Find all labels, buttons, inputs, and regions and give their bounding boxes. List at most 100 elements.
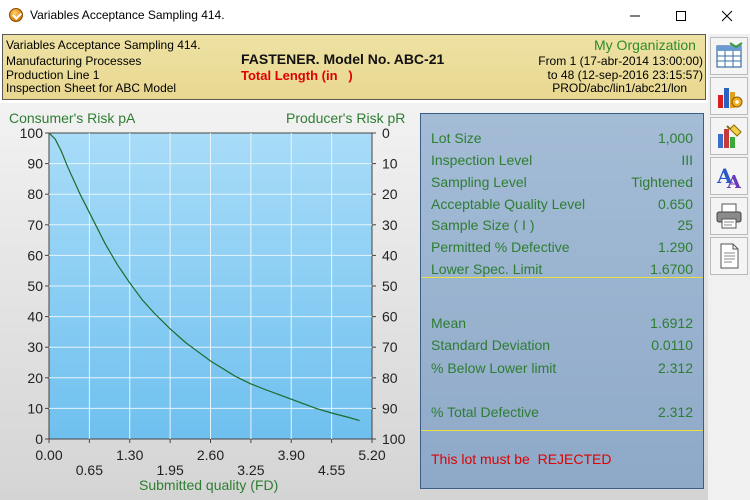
data-path: PROD/abc/lin1/abc21/lon xyxy=(552,81,687,95)
y-right-tick-label: 60 xyxy=(382,309,398,325)
bar-chart-settings-icon xyxy=(718,88,743,108)
y-left-axis-title: Consumer's Risk pA xyxy=(9,110,136,126)
y-right-tick-label: 10 xyxy=(382,156,398,172)
date-from: From 1 (17-abr-2014 13:00:00) xyxy=(538,54,703,68)
x-tick-label: 3.90 xyxy=(278,447,305,463)
minimize-button[interactable] xyxy=(612,0,658,31)
panel-value: 1.290 xyxy=(657,239,693,255)
window-title: Variables Acceptance Sampling 414. xyxy=(30,8,225,22)
svg-text:A: A xyxy=(716,164,733,188)
panel-label: Lower Spec. Limit xyxy=(431,261,543,277)
title-bar: Variables Acceptance Sampling 414. xyxy=(0,0,750,31)
header-sheet: Inspection Sheet for ABC Model xyxy=(6,81,177,95)
panel-value: 25 xyxy=(677,217,693,233)
organization-name: My Organization xyxy=(594,37,696,53)
svg-text:A: A xyxy=(726,172,742,191)
close-button[interactable] xyxy=(704,0,750,31)
y-left-tick-label: 50 xyxy=(27,278,43,294)
header-title: Variables Acceptance Sampling 414. xyxy=(6,38,201,52)
x-tick-label: 0.00 xyxy=(35,447,62,463)
panel-value: 2.312 xyxy=(657,360,693,376)
chart-palette-icon xyxy=(718,124,742,148)
y-right-tick-label: 90 xyxy=(382,400,398,416)
panel-value: 1,000 xyxy=(657,130,693,146)
measure-name: Total Length (in ) xyxy=(241,68,353,83)
close-icon xyxy=(721,10,733,21)
header-process: Manufacturing Processes xyxy=(6,54,142,68)
panel-label: % Total Defective xyxy=(431,404,539,420)
y-left-tick-label: 0 xyxy=(35,431,43,447)
maximize-icon xyxy=(676,10,686,21)
y-left-tick-label: 20 xyxy=(27,370,43,386)
x-axis-title: Submitted quality (FD) xyxy=(139,477,279,493)
panel-value: 0.0110 xyxy=(651,337,693,353)
y-left-tick-label: 80 xyxy=(27,186,43,202)
font-button[interactable]: A A xyxy=(710,157,748,195)
y-right-tick-label: 40 xyxy=(382,247,398,263)
panel-value: III xyxy=(681,152,693,168)
panel-value: 1.6700 xyxy=(650,261,693,277)
panel-label: Permitted % Defective xyxy=(431,239,570,255)
y-right-axis-title: Producer's Risk pR xyxy=(286,110,406,126)
panel-label: Sampling Level xyxy=(431,174,527,190)
report-header: Variables Acceptance Sampling 414. Manuf… xyxy=(2,34,706,100)
spreadsheet-icon xyxy=(716,42,743,68)
lot-decision-status: This lot must be REJECTED xyxy=(431,451,612,467)
x-tick-label: 0.65 xyxy=(76,462,103,478)
minimize-icon xyxy=(630,15,640,16)
panel-label: Inspection Level xyxy=(431,152,533,168)
panel-value: Tightened xyxy=(631,174,693,190)
y-left-tick-label: 100 xyxy=(20,125,44,141)
x-tick-label: 1.95 xyxy=(157,462,184,478)
panel-label: Standard Deviation xyxy=(431,337,551,353)
report-button[interactable] xyxy=(710,237,748,275)
y-left-tick-label: 90 xyxy=(27,156,43,172)
y-right-tick-label: 100 xyxy=(382,431,406,447)
y-right-tick-label: 20 xyxy=(382,186,398,202)
panel-label: % Below Lower limit xyxy=(431,360,557,376)
panel-value: 1.6912 xyxy=(650,315,693,331)
y-left-tick-label: 40 xyxy=(27,309,43,325)
product-name: FASTENER. Model No. ABC-21 xyxy=(241,51,445,67)
panel-value: 2.312 xyxy=(657,404,693,420)
panel-label: Mean xyxy=(431,315,467,331)
grid-lines xyxy=(49,133,372,439)
app-icon[interactable] xyxy=(9,8,23,22)
x-ticks: 0.00 1.30 2.60 3.90 5.20 0.65 1.95 3.25 4.55 xyxy=(35,439,386,478)
results-panel: Lot Size 1,000 Inspection Level III Sampling… xyxy=(420,113,704,489)
panel-divider-bottom xyxy=(421,430,703,431)
x-tick-label: 3.25 xyxy=(237,462,264,478)
y-right-tick-label: 0 xyxy=(382,125,390,141)
panel-divider-top xyxy=(421,277,703,278)
maximize-button[interactable] xyxy=(658,0,704,31)
panel-value: 0.650 xyxy=(657,196,693,212)
y-right-tick-label: 70 xyxy=(382,339,398,355)
oc-curve-line xyxy=(48,132,360,422)
panel-label: Lot Size xyxy=(431,130,482,146)
y-right-tick-label: 80 xyxy=(382,370,398,386)
y-left-tick-label: 10 xyxy=(27,400,43,416)
document-icon xyxy=(720,243,739,269)
y-right-tick-label: 50 xyxy=(382,278,398,294)
chart-colors-button[interactable] xyxy=(710,117,748,155)
printer-icon xyxy=(716,203,742,229)
y-right-ticks: 0 10 20 30 40 50 60 70 80 90 100 xyxy=(372,125,406,447)
panel-label: Sample Size ( I ) xyxy=(431,217,535,233)
date-to: to 48 (12-sep-2016 23:15:57) xyxy=(547,68,703,82)
print-button[interactable] xyxy=(710,197,748,235)
panel-label: Acceptable Quality Level xyxy=(431,196,586,212)
series-layer xyxy=(48,132,360,422)
spreadsheet-button[interactable] xyxy=(710,37,748,75)
y-left-tick-label: 30 xyxy=(27,339,43,355)
y-left-tick-label: 60 xyxy=(27,247,43,263)
x-tick-label: 4.55 xyxy=(318,462,345,478)
y-left-tick-label: 70 xyxy=(27,217,43,233)
y-right-tick-label: 30 xyxy=(382,217,398,233)
chart-settings-button[interactable] xyxy=(710,77,748,115)
x-tick-label: 1.30 xyxy=(116,447,143,463)
x-tick-label: 2.60 xyxy=(197,447,224,463)
font-icon: A A xyxy=(716,164,742,191)
header-line: Production Line 1 xyxy=(6,68,100,82)
